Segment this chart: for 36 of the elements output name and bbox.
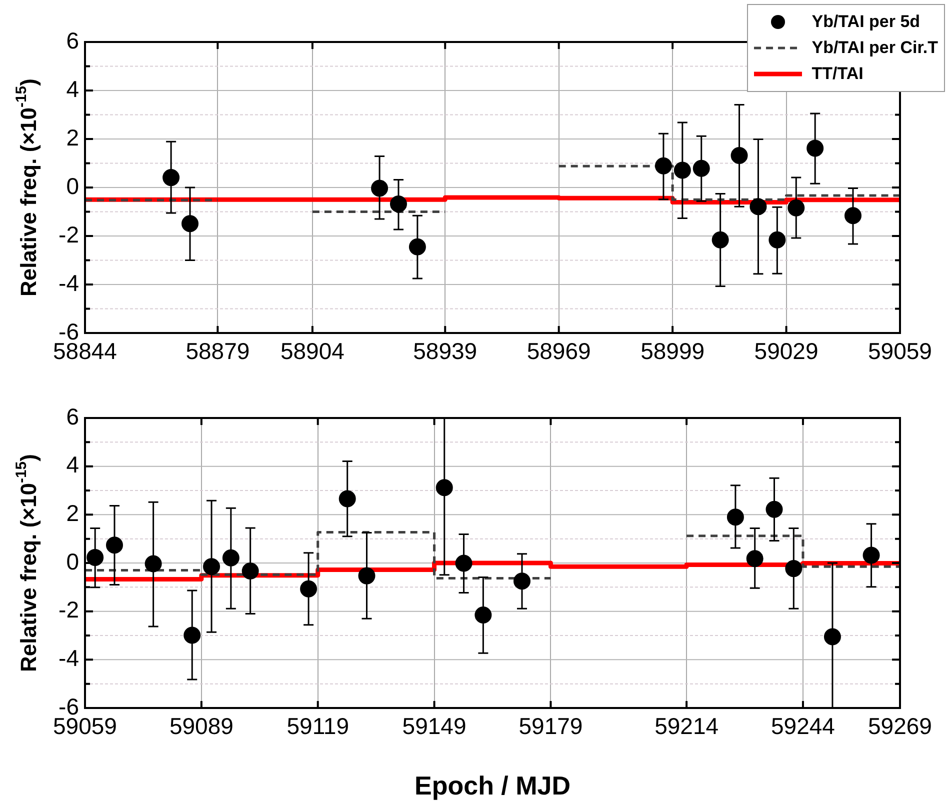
x-tick-label: 58999 — [640, 338, 705, 364]
point — [654, 157, 672, 174]
legend-label: TT/TAI — [812, 64, 864, 84]
x-tick-label: 59214 — [654, 713, 719, 740]
x-tick-label: 59059 — [868, 338, 932, 364]
x-tick-label: 59089 — [169, 713, 234, 740]
y-tick-label: 2 — [66, 124, 79, 150]
x-tick-label: 58969 — [526, 338, 591, 364]
x-tick-label: 59269 — [868, 713, 932, 740]
y-tick-label: -2 — [58, 596, 79, 623]
x-tick-label: 59179 — [518, 713, 583, 740]
y-tick-label: 0 — [66, 548, 79, 574]
y-tick-label: -2 — [58, 221, 79, 248]
x-tick-label: 58904 — [280, 338, 345, 364]
y-tick-label: -6 — [58, 318, 79, 344]
x-tick-label: 58879 — [186, 338, 250, 364]
y-axis-title: Relative freq. (×10-15) — [12, 78, 42, 296]
y-tick-label: 4 — [66, 76, 80, 102]
y-tick-label: 6 — [66, 403, 79, 430]
x-tick-label: 59119 — [286, 713, 349, 740]
y-tick-label: 6 — [66, 27, 79, 54]
line-series — [85, 531, 552, 580]
x-axis-title: Epoch / MJD — [414, 770, 571, 801]
y-tick-label: 4 — [66, 452, 80, 478]
x-tick-label: 59149 — [402, 713, 466, 740]
x-tick-label: 59244 — [770, 713, 836, 740]
y-tick-label: -4 — [58, 645, 80, 672]
legend-label: Yb/TAI per Cir.T — [812, 38, 938, 58]
y-tick-label: -4 — [58, 270, 80, 296]
y-tick-label: 2 — [66, 500, 79, 526]
x-tick-label: 59029 — [754, 338, 818, 364]
legend-label: Yb/TAI per 5d — [812, 12, 920, 32]
y-axis-title: Relative freq. (×10-15) — [12, 454, 42, 672]
y-tick-label: 0 — [66, 172, 79, 199]
x-tick-label: 58939 — [413, 338, 478, 364]
y-tick-label: -6 — [58, 693, 79, 720]
